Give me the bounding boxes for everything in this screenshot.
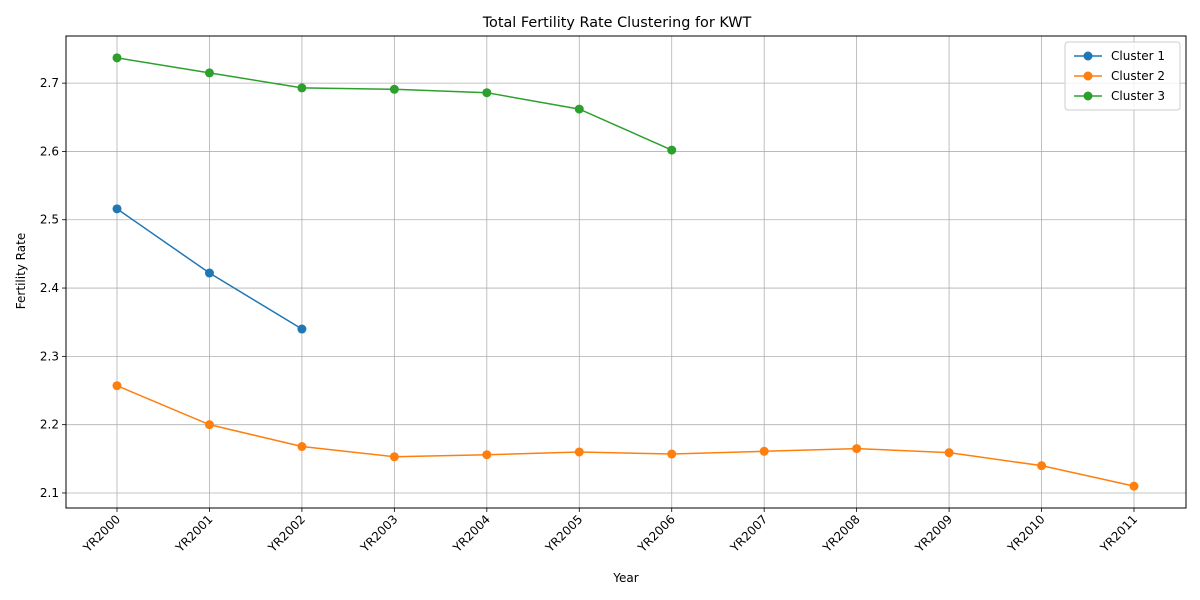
series-line-cluster-2 <box>116 385 1135 487</box>
data-point-cluster-3 <box>112 53 122 63</box>
data-point-cluster-3 <box>574 104 584 114</box>
data-point-cluster-2 <box>204 420 214 430</box>
legend-box <box>1064 41 1181 111</box>
series-layer <box>112 53 1139 491</box>
y-axis-title: Fertility Rate <box>14 233 28 309</box>
data-point-cluster-3 <box>482 88 492 98</box>
data-point-cluster-2 <box>389 452 399 462</box>
y-tick-label: 2.6 <box>40 144 59 158</box>
data-point-cluster-3 <box>297 83 307 93</box>
data-point-cluster-2 <box>482 450 492 460</box>
data-point-cluster-2 <box>112 381 122 391</box>
y-tick-label: 2.2 <box>40 418 59 432</box>
data-point-cluster-2 <box>667 449 677 459</box>
data-point-cluster-2 <box>297 442 307 452</box>
data-point-cluster-2 <box>759 446 769 456</box>
data-point-cluster-3 <box>204 68 214 78</box>
plot-frame <box>65 35 1187 509</box>
y-tick-label: 2.3 <box>40 349 59 363</box>
y-tick-label: 2.4 <box>40 281 59 295</box>
data-point-cluster-2 <box>574 447 584 457</box>
x-axis-title: Year <box>612 571 638 585</box>
data-point-cluster-2 <box>1037 461 1047 471</box>
y-tick-label: 2.5 <box>40 213 59 227</box>
legend-label: Cluster 2 <box>1111 69 1165 83</box>
data-point-cluster-3 <box>667 145 677 155</box>
data-point-cluster-3 <box>389 84 399 94</box>
chart-title: Total Fertility Rate Clustering for KWT <box>482 15 752 31</box>
data-point-cluster-2 <box>852 444 862 454</box>
grid <box>66 36 1186 508</box>
legend-marker <box>1083 71 1093 81</box>
legend-marker <box>1083 91 1093 101</box>
legend: Cluster 1 Cluster 2 Cluster 3 <box>1064 41 1181 111</box>
y-tick-label: 2.7 <box>40 76 59 90</box>
data-point-cluster-1 <box>204 268 214 278</box>
data-point-cluster-1 <box>112 204 122 214</box>
data-point-cluster-2 <box>1129 481 1139 491</box>
data-point-cluster-1 <box>297 324 307 334</box>
data-point-cluster-2 <box>944 448 954 458</box>
y-tick-label: 2.1 <box>40 486 59 500</box>
legend-label: Cluster 1 <box>1111 49 1165 63</box>
legend-marker <box>1083 51 1093 61</box>
legend-label: Cluster 3 <box>1111 89 1165 103</box>
